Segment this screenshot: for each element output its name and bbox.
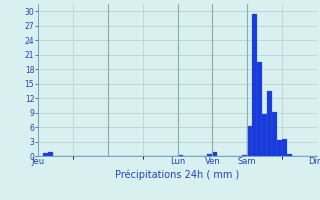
Bar — [207, 154, 212, 156]
Bar — [287, 154, 292, 156]
Bar — [44, 153, 48, 156]
Bar — [252, 14, 257, 156]
Bar — [262, 114, 267, 156]
Bar — [212, 152, 217, 156]
X-axis label: Précipitations 24h ( mm ): Précipitations 24h ( mm ) — [116, 169, 240, 180]
Bar — [247, 126, 252, 156]
Bar — [282, 139, 287, 156]
Bar — [272, 112, 277, 156]
Bar — [242, 155, 247, 156]
Bar — [178, 155, 183, 156]
Bar — [257, 62, 262, 156]
Bar — [48, 152, 53, 156]
Bar — [267, 91, 272, 156]
Bar — [277, 140, 282, 156]
